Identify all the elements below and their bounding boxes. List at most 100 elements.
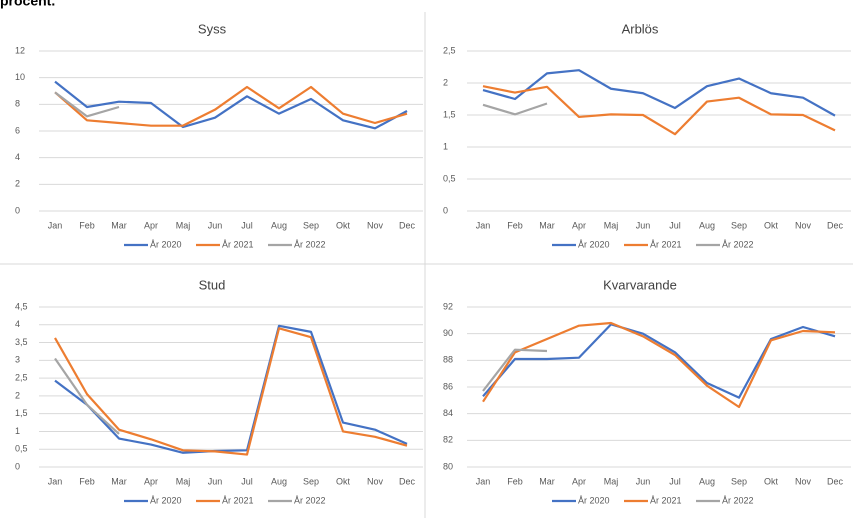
chart-title: Syss [198,21,227,36]
x-tick-label: Maj [176,476,191,486]
x-tick-label: Mar [111,476,127,486]
y-tick-label: 4,5 [15,301,28,311]
y-tick-label: 82 [443,435,453,445]
x-tick-label: Dec [827,476,844,486]
x-tick-label: Maj [604,476,619,486]
x-tick-label: Jun [636,220,651,230]
x-tick-label: Aug [271,476,287,486]
legend-label: År 2020 [578,495,610,505]
x-tick-label: Sep [303,476,319,486]
legend-label: År 2022 [294,239,326,249]
x-tick-label: Feb [507,476,523,486]
x-tick-label: Dec [399,476,416,486]
series-line [482,85,836,136]
x-tick-label: Jan [476,476,491,486]
x-tick-label: Jan [48,220,63,230]
y-tick-label: 0 [443,205,448,215]
x-tick-label: Jun [208,220,223,230]
y-tick-label: 0,5 [15,444,28,454]
series-line [482,323,836,399]
y-tick-label: 10 [15,72,25,82]
y-tick-label: 0 [15,461,20,471]
heading: procent. [0,0,55,9]
x-tick-label: Jul [669,476,681,486]
x-tick-label: Sep [731,220,747,230]
x-tick-label: Jun [636,476,651,486]
x-tick-label: Sep [303,220,319,230]
legend-label: År 2022 [294,495,326,505]
x-tick-label: Okt [336,476,351,486]
x-tick-label: Apr [572,476,586,486]
x-tick-label: Aug [271,220,287,230]
legend-label: År 2022 [722,495,754,505]
x-tick-label: Dec [827,220,844,230]
x-tick-label: Okt [764,476,779,486]
y-tick-label: 6 [15,125,20,135]
x-tick-label: Nov [367,476,384,486]
chart-title: Arblös [622,21,659,36]
series-line [482,348,548,392]
x-tick-label: Jul [241,220,253,230]
chart-title: Kvarvarande [603,277,677,292]
chart-title: Stud [199,277,226,292]
y-tick-label: 2,5 [443,45,456,55]
series-line [54,91,120,118]
x-tick-label: Maj [176,220,191,230]
legend-label: År 2021 [650,495,682,505]
series-line [54,85,408,127]
y-tick-label: 90 [443,328,453,338]
y-tick-label: 3 [15,355,20,365]
x-tick-label: Nov [367,220,384,230]
x-tick-label: Feb [79,476,95,486]
series-line [482,321,836,409]
x-tick-label: Mar [539,220,555,230]
x-tick-label: Feb [507,220,523,230]
x-tick-label: Sep [731,476,747,486]
x-tick-label: Apr [572,220,586,230]
y-tick-label: 80 [443,461,453,471]
x-tick-label: Jan [48,476,63,486]
x-tick-label: Apr [144,476,158,486]
x-tick-label: Dec [399,220,416,230]
x-tick-label: Aug [699,220,715,230]
y-tick-label: 8 [15,99,20,109]
x-tick-label: Mar [111,220,127,230]
y-tick-label: 12 [15,45,25,55]
y-tick-label: 88 [443,355,453,365]
y-tick-label: 2 [443,77,448,87]
y-tick-label: 3,5 [15,337,28,347]
y-tick-label: 1,5 [15,408,28,418]
legend-label: År 2020 [150,239,182,249]
y-tick-label: 2,5 [15,372,28,382]
x-tick-label: Feb [79,220,95,230]
y-tick-label: 2 [15,179,20,189]
y-tick-label: 4 [15,319,20,329]
x-tick-label: Aug [699,476,715,486]
y-tick-label: 4 [15,152,20,162]
y-tick-label: 0 [15,205,20,215]
x-tick-label: Nov [795,476,812,486]
x-tick-label: Jan [476,220,491,230]
x-tick-label: Maj [604,220,619,230]
x-tick-label: Jul [669,220,681,230]
legend-label: År 2021 [222,239,254,249]
y-tick-label: 1,5 [443,109,456,119]
y-tick-label: 1 [15,426,20,436]
series-line [54,357,120,435]
series-line [54,324,408,454]
x-tick-label: Nov [795,220,812,230]
x-tick-label: Okt [336,220,351,230]
x-tick-label: Mar [539,476,555,486]
x-tick-label: Jul [241,476,253,486]
legend-label: År 2020 [578,239,610,249]
legend-label: År 2022 [722,239,754,249]
x-tick-label: Apr [144,220,158,230]
series-line [54,80,408,130]
y-tick-label: 92 [443,301,453,311]
y-tick-label: 84 [443,408,453,418]
series-line [482,69,836,117]
x-tick-label: Jun [208,476,223,486]
x-tick-label: Okt [764,220,779,230]
y-tick-label: 1 [443,141,448,151]
